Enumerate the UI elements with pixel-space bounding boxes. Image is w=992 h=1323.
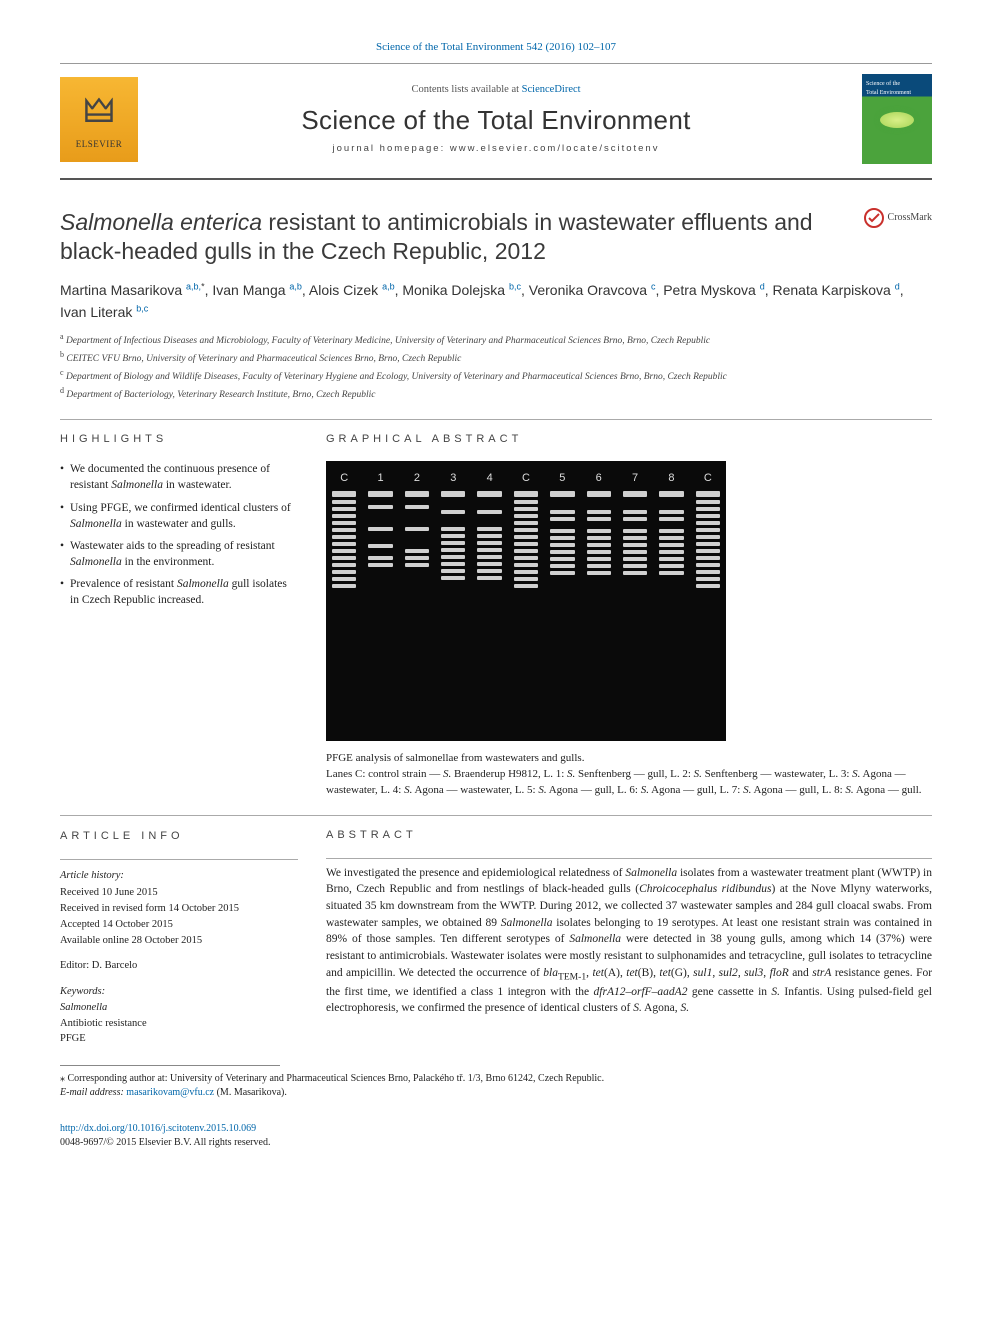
crossmark-icon [864, 208, 884, 228]
gel-caption: PFGE analysis of salmonellae from wastew… [326, 751, 932, 799]
divider [60, 419, 932, 420]
corresponding-line: ⁎ Corresponding author at: University of… [60, 1072, 932, 1086]
crossmark-label: CrossMark [888, 211, 932, 225]
contents-available-line: Contents lists available at ScienceDirec… [60, 83, 932, 98]
journal-cover-thumbnail [862, 74, 932, 164]
highlights-list: We documented the continuous presence of… [60, 461, 298, 608]
corresponding-email-suffix: (M. Masarikova). [217, 1087, 287, 1098]
affiliation-list: a Department of Infectious Diseases and … [60, 331, 932, 403]
corresponding-email-link[interactable]: masarikovam@vfu.cz [126, 1087, 214, 1098]
highlight-item: Wastewater aids to the spreading of resi… [60, 538, 298, 570]
highlights-heading: HIGHLIGHTS [60, 432, 298, 447]
journal-name: Science of the Total Environment [60, 102, 932, 138]
article-title: Salmonella enterica resistant to antimic… [60, 208, 840, 266]
footnote-separator [60, 1065, 280, 1066]
highlight-item: We documented the continuous presence of… [60, 461, 298, 493]
journal-masthead: 🜲 ELSEVIER Contents lists available at S… [60, 63, 932, 180]
issn-copyright: 0048-9697/© 2015 Elsevier B.V. All right… [60, 1136, 932, 1150]
graphical-abstract-heading: GRAPHICAL ABSTRACT [326, 432, 932, 447]
editor-line: Editor: D. Barcelo [60, 958, 298, 974]
article-info-heading: ARTICLE INFO [60, 828, 298, 845]
divider [326, 858, 932, 859]
crossmark-badge[interactable]: CrossMark [864, 208, 932, 228]
gel-caption-body: Lanes C: control strain — S. Braenderup … [326, 767, 932, 799]
journal-homepage: journal homepage: www.elsevier.com/locat… [60, 142, 932, 155]
sciencedirect-link[interactable]: ScienceDirect [522, 84, 581, 95]
author-list: Martina Masarikova a,b,*, Ivan Manga a,b… [60, 280, 932, 323]
article-history-lines: Received 10 June 2015Received in revised… [60, 885, 298, 948]
keywords-list: SalmonellaAntibiotic resistancePFGE [60, 1000, 298, 1047]
highlight-item: Prevalence of resistant Salmonella gull … [60, 576, 298, 608]
highlight-item: Using PFGE, we confirmed identical clust… [60, 500, 298, 532]
keywords-head: Keywords: [60, 984, 298, 1000]
abstract-text: We investigated the presence and epidemi… [326, 865, 932, 1018]
footer: http://dx.doi.org/10.1016/j.scitotenv.20… [60, 1122, 932, 1150]
citation-header: Science of the Total Environment 542 (20… [60, 40, 932, 55]
email-label: E-mail address: [60, 1087, 124, 1098]
divider [60, 859, 298, 860]
pfge-gel-image: C1234C5678C [326, 461, 726, 741]
divider [60, 815, 932, 816]
abstract-heading: ABSTRACT [326, 828, 932, 843]
corresponding-author-footnote: ⁎ Corresponding author at: University of… [60, 1072, 932, 1100]
gel-caption-title: PFGE analysis of salmonellae from wastew… [326, 751, 932, 767]
doi-link[interactable]: http://dx.doi.org/10.1016/j.scitotenv.20… [60, 1123, 256, 1134]
article-history-head: Article history: [60, 868, 298, 884]
